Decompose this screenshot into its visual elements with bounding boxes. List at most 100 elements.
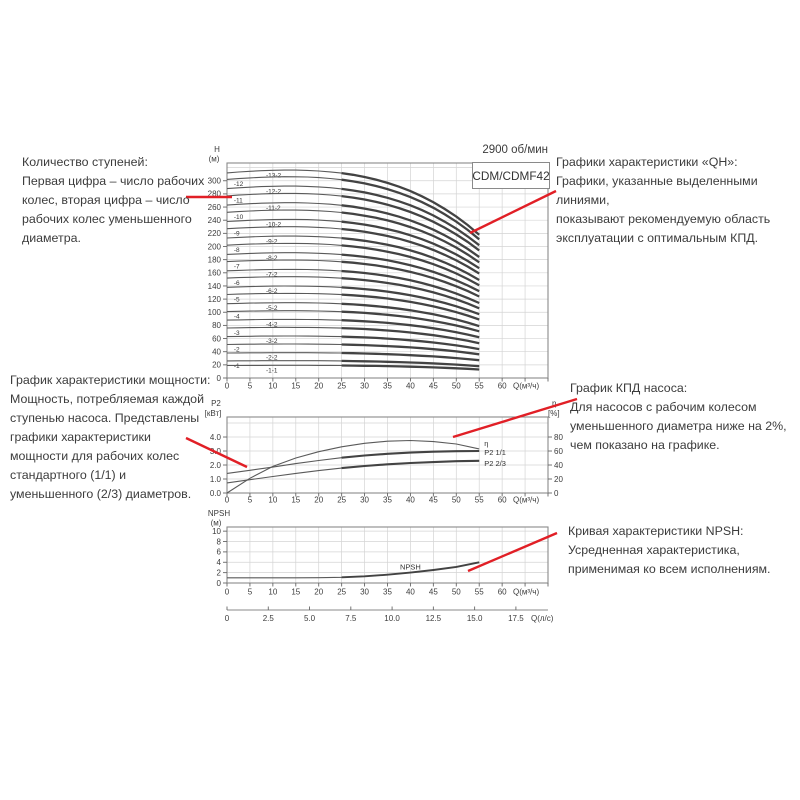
axis-text: 40	[406, 382, 415, 391]
curve	[341, 364, 480, 371]
axis-text: 100	[208, 308, 222, 317]
axis-text: -12-2	[266, 188, 282, 195]
annotation-line-efficiency	[452, 397, 578, 439]
note-power: График характеристики мощности: Мощность…	[10, 373, 211, 501]
annotation-line-power	[185, 436, 248, 469]
axis-text: -13-2	[266, 172, 282, 179]
rpm-label: 2900 об/мин	[482, 144, 548, 156]
axis-text: 4	[217, 558, 222, 567]
curve	[226, 439, 480, 494]
model-badge: CDM/CDMF42	[472, 162, 550, 189]
curve	[341, 178, 480, 241]
axis-text: 2.5	[263, 614, 275, 623]
axis-text: 35	[383, 496, 392, 505]
axis-text: 260	[208, 203, 222, 212]
axis-text: 25	[337, 588, 346, 597]
axis-text: -7-2	[266, 272, 278, 279]
curve	[341, 204, 480, 258]
axis-text: -7	[234, 263, 240, 270]
curve	[341, 459, 480, 470]
axis-text: -9-2	[266, 238, 278, 245]
axis-text: 1.0	[210, 475, 222, 484]
curve	[341, 269, 480, 305]
axis-text: Q(м³/ч)	[513, 588, 539, 597]
axis-text: -2-2	[266, 355, 278, 362]
axis-text: 120	[208, 295, 222, 304]
axis-text: -11	[234, 197, 243, 204]
axis-text: 12.5	[426, 614, 442, 623]
axis-text: 10.0	[384, 614, 400, 623]
axis-text: 240	[208, 216, 222, 225]
axis-text: 25	[337, 382, 346, 391]
axis-text: 2.0	[210, 461, 222, 470]
axis-text: 0	[225, 588, 230, 597]
axis-text: -12	[234, 181, 244, 188]
axis-text: 50	[452, 382, 461, 391]
axis-text: 40	[406, 588, 415, 597]
axis-text: P2 1/1	[484, 448, 506, 457]
axis-text: [%]	[548, 409, 560, 418]
axis-text: 45	[429, 382, 438, 391]
axis-text: η	[484, 439, 488, 448]
curve	[341, 194, 480, 252]
axis-text: 6	[217, 548, 222, 557]
axis-text: 50	[452, 588, 461, 597]
curve	[341, 286, 480, 316]
axis-text: -6	[234, 280, 240, 287]
axis-text: -10	[234, 214, 244, 221]
axis-text: 280	[208, 190, 222, 199]
axis-text: 20	[314, 382, 323, 391]
curve	[341, 351, 480, 362]
curve	[341, 220, 480, 270]
axis-text: -3-2	[266, 338, 278, 345]
curve	[341, 171, 480, 236]
axis-text: 10	[268, 382, 277, 391]
axis-text: 7.5	[345, 614, 357, 623]
axis-text: -10-2	[266, 222, 282, 229]
axis-text: 55	[475, 496, 484, 505]
p2-chart: 0.01.02.03.04.00204060800510152025303540…	[205, 399, 564, 505]
curve	[341, 335, 480, 351]
curve	[341, 343, 480, 356]
axis-text: 200	[208, 242, 222, 251]
annotation-line-qh	[469, 189, 557, 235]
axis-text: P2	[211, 399, 221, 408]
qh-chart: 0204060801001201401601802002202402602803…	[208, 145, 549, 391]
axis-text: 15	[291, 382, 300, 391]
axis-text: 45	[429, 588, 438, 597]
axis-text: 30	[360, 496, 369, 505]
axis-text: (м)	[211, 519, 222, 528]
curve	[341, 211, 480, 264]
curve	[341, 449, 480, 459]
axis-text: 10	[268, 496, 277, 505]
axis-text: 55	[475, 588, 484, 597]
axis-text: 60	[498, 588, 507, 597]
axis-text: 10	[268, 588, 277, 597]
note-stages: Количество ступеней: Первая цифра – числ…	[22, 155, 205, 245]
axis-text: 35	[383, 588, 392, 597]
curve	[341, 244, 480, 287]
axis-text: -1	[234, 363, 240, 370]
axis-text: 40	[554, 461, 563, 470]
axis-text: -5-2	[266, 305, 278, 312]
axis-text: -8	[234, 247, 240, 254]
curve	[341, 236, 480, 281]
axis-text: 180	[208, 255, 222, 264]
axis-text: Q(л/с)	[531, 614, 554, 623]
curve	[341, 277, 480, 310]
axis-text: 20	[212, 361, 221, 370]
curve	[341, 310, 480, 333]
curve	[341, 326, 480, 345]
curve	[341, 227, 480, 275]
curve	[341, 293, 480, 321]
axis-text: 60	[554, 447, 563, 456]
axis-text: 15.0	[467, 614, 483, 623]
axis-text: 20	[314, 496, 323, 505]
curve	[341, 319, 480, 339]
axis-text: 50	[452, 496, 461, 505]
axis-text: -4	[234, 313, 240, 320]
curve	[341, 561, 480, 579]
axis-text: 4.0	[210, 433, 222, 442]
axis-text: Q(м³/ч)	[513, 382, 539, 391]
